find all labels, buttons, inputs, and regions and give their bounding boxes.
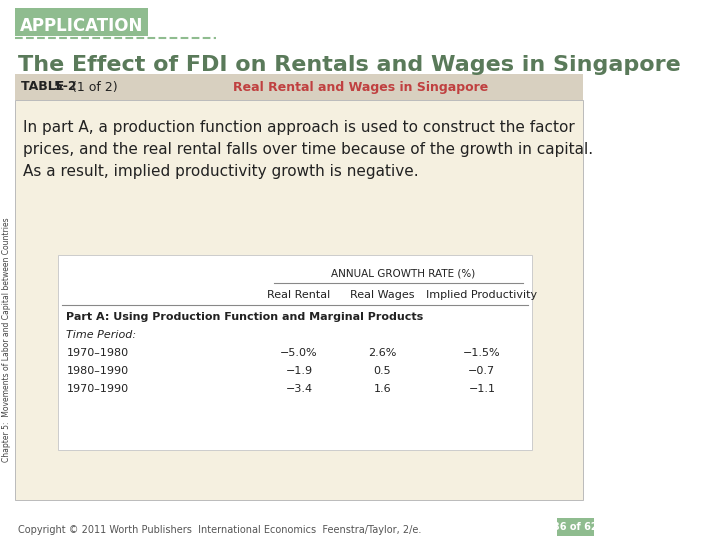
Text: −0.7: −0.7 bbox=[468, 366, 495, 376]
Text: 1.6: 1.6 bbox=[374, 384, 391, 394]
Text: In part A, a production function approach is used to construct the factor
prices: In part A, a production function approac… bbox=[23, 120, 593, 179]
Text: ANNUAL GROWTH RATE (%): ANNUAL GROWTH RATE (%) bbox=[330, 268, 475, 278]
Text: Real Rental and Wages in Singapore: Real Rental and Wages in Singapore bbox=[233, 80, 488, 93]
Text: Implied Productivity: Implied Productivity bbox=[426, 290, 537, 300]
FancyBboxPatch shape bbox=[15, 74, 583, 100]
Text: 36 of 62: 36 of 62 bbox=[553, 522, 598, 532]
Text: Chapter 5:  Movements of Labor and Capital between Countries: Chapter 5: Movements of Labor and Capita… bbox=[2, 218, 11, 462]
Text: 2.6%: 2.6% bbox=[368, 348, 397, 358]
Text: 5-2: 5-2 bbox=[54, 80, 76, 93]
Text: The Effect of FDI on Rentals and Wages in Singapore: The Effect of FDI on Rentals and Wages i… bbox=[18, 55, 681, 75]
Text: −1.9: −1.9 bbox=[286, 366, 312, 376]
Text: (1 of 2): (1 of 2) bbox=[68, 80, 118, 93]
FancyBboxPatch shape bbox=[58, 255, 532, 450]
Text: −5.0%: −5.0% bbox=[280, 348, 318, 358]
Text: Real Rental: Real Rental bbox=[267, 290, 330, 300]
Text: Real Wages: Real Wages bbox=[350, 290, 415, 300]
Text: 1970–1990: 1970–1990 bbox=[66, 384, 129, 394]
Text: APPLICATION: APPLICATION bbox=[19, 17, 143, 35]
Text: −3.4: −3.4 bbox=[286, 384, 312, 394]
Text: 1970–1980: 1970–1980 bbox=[66, 348, 129, 358]
Text: Part A: Using Production Function and Marginal Products: Part A: Using Production Function and Ma… bbox=[66, 312, 423, 322]
Text: Copyright © 2011 Worth Publishers  International Economics  Feenstra/Taylor, 2/e: Copyright © 2011 Worth Publishers Intern… bbox=[18, 525, 422, 535]
FancyBboxPatch shape bbox=[15, 100, 583, 500]
FancyBboxPatch shape bbox=[15, 8, 148, 36]
FancyBboxPatch shape bbox=[557, 518, 594, 536]
Text: −1.1: −1.1 bbox=[469, 384, 495, 394]
Text: 1980–1990: 1980–1990 bbox=[66, 366, 129, 376]
Text: TABLE: TABLE bbox=[21, 80, 68, 93]
Text: −1.5%: −1.5% bbox=[463, 348, 500, 358]
Text: Time Period:: Time Period: bbox=[66, 330, 137, 340]
Text: 0.5: 0.5 bbox=[374, 366, 391, 376]
